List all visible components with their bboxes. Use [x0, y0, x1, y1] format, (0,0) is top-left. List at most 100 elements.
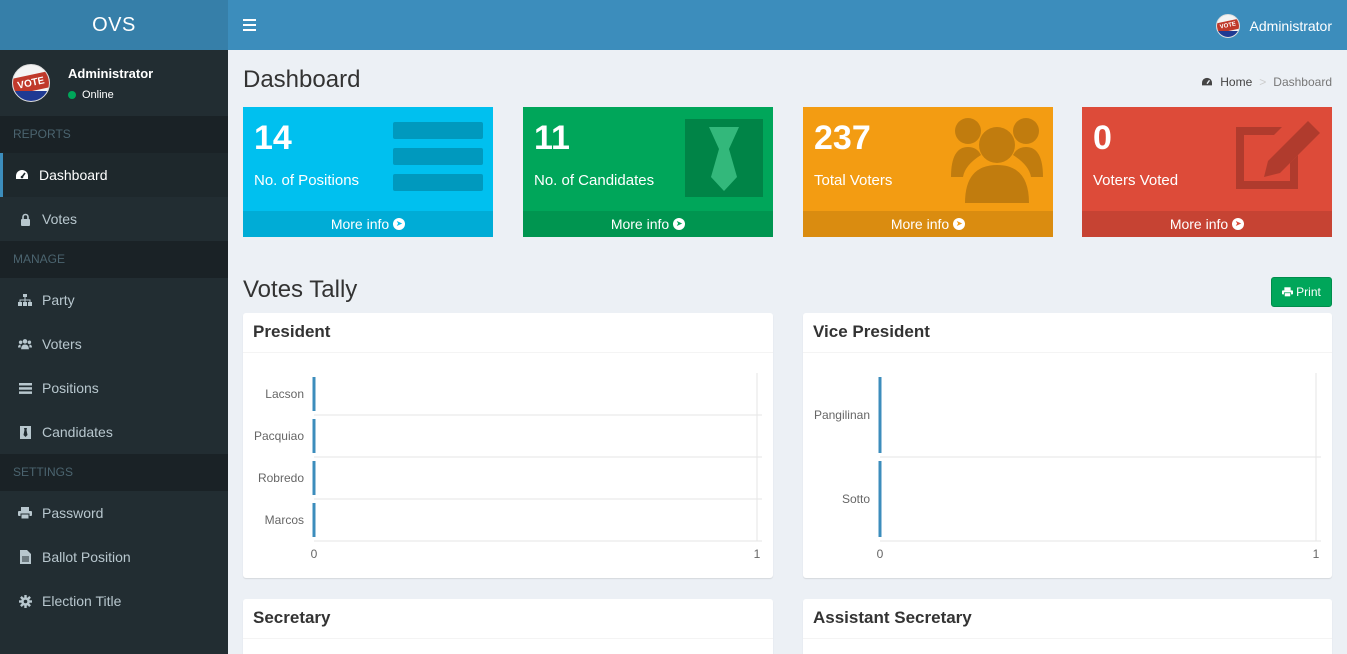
user-status-label: Online: [82, 88, 114, 101]
stat-label: Total Voters: [814, 172, 893, 189]
bar: [312, 419, 316, 453]
top-navbar: VOTE Administrator: [228, 0, 1347, 50]
section-header-manage: MANAGE: [0, 241, 228, 278]
candidates-stat-box: 11 No. of Candidates More info ➤: [523, 107, 773, 237]
arrow-circle-right-icon: ➤: [1232, 218, 1245, 230]
secretary-panel: Secretary: [243, 599, 773, 654]
sidebar-toggle-icon[interactable]: [243, 19, 256, 31]
sidebar-item-label: Party: [42, 292, 75, 308]
more-info-link[interactable]: More info ➤: [803, 211, 1053, 237]
candidate-icon: [18, 425, 32, 439]
user-panel: VOTE Administrator Online: [0, 50, 228, 116]
voters-stat-box: 237 Total Voters More info ➤: [803, 107, 1053, 237]
top-user-name: Administrator: [1249, 18, 1332, 34]
stat-value: 0: [1093, 119, 1112, 157]
vote-avatar-icon: VOTE: [12, 64, 50, 102]
category-label: Lacson: [265, 387, 304, 401]
stat-label: Voters Voted: [1093, 172, 1179, 189]
x-tick-label: 1: [1313, 547, 1320, 561]
sidebar-item-dashboard[interactable]: Dashboard: [0, 153, 228, 197]
file-icon: [18, 550, 32, 564]
sidebar-item-election-title[interactable]: Election Title: [0, 579, 228, 623]
print-button[interactable]: Print: [1271, 277, 1332, 307]
sidebar-item-candidates[interactable]: Candidates: [0, 410, 228, 454]
bar: [312, 461, 316, 495]
arrow-circle-right-icon: ➤: [673, 218, 686, 230]
print-icon: [18, 506, 32, 520]
user-name: Administrator: [68, 65, 154, 81]
list-icon: [393, 122, 483, 191]
edit-icon: [1236, 121, 1320, 189]
vote-avatar-icon: VOTE: [1215, 14, 1240, 38]
dashboard-icon: [15, 168, 29, 182]
sidebar-item-label: Election Title: [42, 593, 122, 609]
category-label: Pacquiao: [254, 429, 304, 443]
sidebar-item-votes[interactable]: Votes: [0, 197, 228, 241]
more-info-link[interactable]: More info ➤: [1082, 211, 1332, 237]
gear-icon: [18, 594, 32, 608]
bar: [312, 503, 316, 537]
sidebar-item-label: Voters: [42, 336, 82, 352]
x-tick-label: 0: [311, 547, 318, 561]
stat-value: 14: [254, 119, 292, 157]
sidebar-item-voters[interactable]: Voters: [0, 322, 228, 366]
sidebar-item-label: Password: [42, 505, 104, 521]
panel-title: Vice President: [803, 313, 1332, 353]
breadcrumb: Home > Dashboard: [1201, 75, 1332, 89]
user-status: Online: [68, 89, 153, 101]
page-title: Dashboard: [243, 66, 361, 93]
arrow-circle-right-icon: ➤: [953, 218, 966, 230]
sitemap-icon: [18, 293, 32, 307]
x-tick-label: 1: [754, 547, 761, 561]
voted-stat-box: 0 Voters Voted More info ➤: [1082, 107, 1332, 237]
category-label: Robredo: [258, 471, 304, 485]
more-info-link[interactable]: More info ➤: [243, 211, 493, 237]
panel-title: President: [243, 313, 773, 353]
category-label: Pangilinan: [814, 408, 870, 422]
category-label: Sotto: [842, 492, 870, 506]
sidebar-item-password[interactable]: Password: [0, 491, 228, 535]
users-icon: [18, 337, 32, 351]
stat-label: No. of Candidates: [534, 172, 655, 189]
positions-stat-box: 14 No. of Positions More info ➤: [243, 107, 493, 237]
section-header-reports: REPORTS: [0, 116, 228, 153]
bar: [878, 377, 882, 453]
sidebar: OVS VOTE Administrator Online REPORTS Da…: [0, 0, 228, 654]
sidebar-item-label: Dashboard: [39, 167, 108, 183]
list-icon: [18, 381, 32, 395]
more-info-link[interactable]: More info ➤: [523, 211, 773, 237]
online-dot-icon: [68, 90, 76, 99]
sidebar-item-label: Votes: [42, 211, 78, 227]
lock-icon: [18, 212, 32, 226]
sidebar-item-label: Candidates: [42, 424, 113, 440]
stat-value: 237: [814, 119, 871, 157]
sidebar-item-positions[interactable]: Positions: [0, 366, 228, 410]
print-icon: [1282, 287, 1294, 297]
sidebar-item-party[interactable]: Party: [0, 278, 228, 322]
vice-president-panel: Vice President Pangilinan Sotto 0 1: [803, 313, 1332, 578]
votes-tally-title: Votes Tally: [243, 276, 358, 303]
bar: [878, 461, 882, 537]
category-label: Marcos: [265, 513, 304, 527]
assistant-secretary-panel: Assistant Secretary: [803, 599, 1332, 654]
sidebar-item-ballot-position[interactable]: Ballot Position: [0, 535, 228, 579]
vice-president-chart: Pangilinan Sotto 0 1: [814, 373, 1321, 561]
brand-logo[interactable]: OVS: [0, 0, 228, 50]
president-chart: Lacson Pacquiao Robredo Marcos 0 1: [254, 373, 762, 561]
candidate-icon: [685, 119, 763, 197]
panel-title: Secretary: [243, 599, 773, 639]
stat-value: 11: [534, 119, 570, 157]
bar: [312, 377, 316, 411]
users-icon: [951, 118, 1043, 203]
section-header-settings: SETTINGS: [0, 454, 228, 491]
dashboard-icon: [1202, 77, 1213, 86]
stat-label: No. of Positions: [254, 172, 360, 189]
breadcrumb-home-link[interactable]: Home: [1220, 75, 1253, 89]
sidebar-item-label: Ballot Position: [42, 549, 131, 565]
user-menu[interactable]: VOTE Administrator: [1215, 14, 1332, 38]
breadcrumb-current: Dashboard: [1273, 75, 1332, 89]
content-wrapper: Dashboard Home > Dashboard 14 No. of Pos…: [228, 50, 1347, 654]
x-tick-label: 0: [877, 547, 884, 561]
sidebar-item-label: Positions: [42, 380, 99, 396]
arrow-circle-right-icon: ➤: [393, 218, 406, 230]
